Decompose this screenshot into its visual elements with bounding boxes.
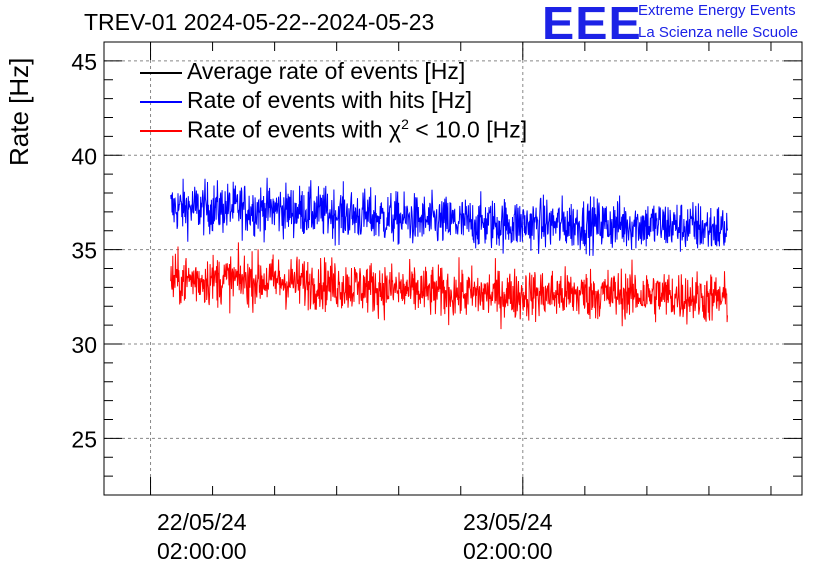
series-line-chi2 [170,242,728,330]
legend-label-chi2: Rate of events with χ2 < 10.0 [Hz] [187,116,527,144]
series-line-hits [170,177,728,256]
x-tick-label-2: 23/05/24 02:00:00 [463,508,553,566]
logo-line1: Extreme Energy Events [638,2,796,19]
chart-title: TREV-01 2024-05-22--2024-05-23 [84,9,435,35]
legend-chi2-prefix: Rate of events with [187,116,389,143]
legend-label-average: Average rate of events [Hz] [187,58,466,84]
y-tick-label-40: 40 [71,143,97,169]
x-tick-time-1: 02:00:00 [157,538,247,564]
y-tick-label-35: 35 [71,238,97,264]
logo-line2: La Scienza nelle Scuole [638,24,799,41]
y-tick-label-30: 30 [71,332,97,358]
x-tick-date-1: 22/05/24 [157,509,247,535]
legend-swatch-hits [140,101,182,103]
y-tick-label-25: 25 [71,426,97,452]
legend-chi2-suffix: < 10.0 [Hz] [408,116,528,143]
legend-swatch-average [140,72,182,74]
x-tick-time-2: 02:00:00 [463,538,553,564]
x-tick-label-1: 22/05/24 02:00:00 [157,508,247,566]
x-tick-date-2: 23/05/24 [463,509,553,535]
legend-label-hits: Rate of events with hits [Hz] [187,87,473,113]
y-axis-label: Rate [Hz] [4,57,34,166]
chi-superscript: 2 [401,116,409,132]
eee-logo: EEE [542,0,642,49]
y-tick-label-45: 45 [71,49,97,75]
legend-swatch-chi2 [140,130,182,132]
chi-symbol: χ [389,116,402,143]
